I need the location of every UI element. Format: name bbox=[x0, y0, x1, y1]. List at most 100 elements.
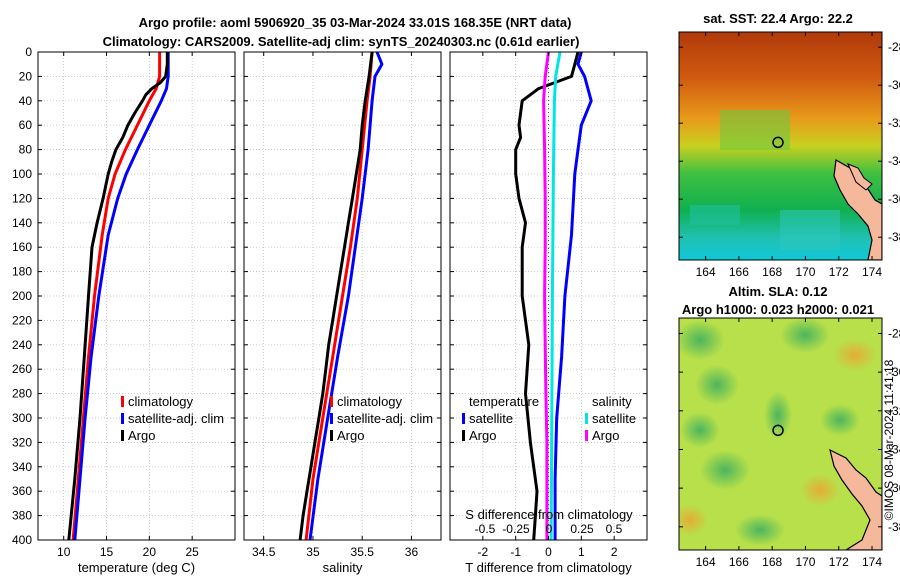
sla-eddy bbox=[800, 474, 840, 506]
y-tick-label: 240 bbox=[12, 338, 32, 352]
series-line-0 bbox=[553, 51, 593, 540]
sal-legend-swatch bbox=[330, 430, 333, 441]
y-tick-label: 280 bbox=[12, 387, 32, 401]
temperature-panel: 0 20 40 60 80 100 120 140 160 180 200 220 240 260 280 3… bbox=[12, 45, 236, 575]
top-axis-label: S difference from climatology bbox=[465, 507, 633, 522]
y-tick-label: 140 bbox=[12, 216, 32, 230]
sla-eddy bbox=[680, 412, 720, 448]
diff-legend-left-label: Argo bbox=[469, 428, 496, 443]
x-tick-label: 35.5 bbox=[351, 545, 375, 559]
sal-legend-label: satellite-adj. clim bbox=[337, 411, 433, 426]
map-y-tick-label: -36 bbox=[888, 192, 900, 206]
sst-coastline bbox=[847, 163, 873, 191]
diff-legend-right-label: Argo bbox=[592, 428, 619, 443]
difference-panel: -2 -1 0 1 2T difference from climatology temp… bbox=[449, 51, 648, 575]
y-tick-label: 20 bbox=[19, 69, 33, 83]
series-line-2 bbox=[298, 51, 374, 541]
salinity-panel: 34.5 35 35.5 36 salinity climatology satellite… bbox=[243, 51, 442, 575]
diff-legend-left-swatch bbox=[462, 396, 465, 407]
y-tick-label: 180 bbox=[12, 265, 32, 279]
figure-title-line1: Argo profile: aoml 5906920_35 03-Mar-202… bbox=[139, 15, 572, 30]
map-x-tick-label: 174 bbox=[862, 555, 882, 569]
x-tick-label: -1 bbox=[510, 545, 521, 559]
x-tick-label: 0 bbox=[545, 545, 552, 559]
sst-patch bbox=[780, 210, 840, 250]
map-y-tick-label: -30 bbox=[888, 365, 900, 379]
sst-patch bbox=[690, 205, 740, 225]
x-tick-label: 10 bbox=[57, 545, 71, 559]
sal-legend-swatch bbox=[330, 413, 333, 424]
y-tick-label: 400 bbox=[12, 533, 32, 547]
sla-eddy bbox=[764, 391, 792, 439]
y-tick-label: 0 bbox=[25, 45, 32, 59]
diff-legend-right-swatch bbox=[585, 430, 588, 441]
x-tick-label: 1 bbox=[578, 545, 585, 559]
x-tick-label: 2 bbox=[611, 545, 618, 559]
series-line-1 bbox=[73, 52, 170, 541]
sla-map-title: Altim. SLA: 0.12 bbox=[729, 284, 828, 299]
x-axis-label: temperature (deg C) bbox=[78, 560, 195, 575]
y-tick-label: 360 bbox=[12, 484, 32, 498]
x-axis-label: T difference from climatology bbox=[465, 560, 632, 575]
sla-map-panel: Altim. SLA: 0.12 Argo h1000: 0.023 h2000… bbox=[678, 284, 900, 569]
map-y-tick-label: -38 bbox=[888, 230, 900, 244]
series-line-1 bbox=[308, 51, 384, 541]
x-tick-label: -2 bbox=[477, 545, 488, 559]
sal-legend-label: Argo bbox=[337, 428, 364, 443]
y-tick-label: 300 bbox=[12, 411, 32, 425]
argo-position-marker bbox=[772, 136, 784, 149]
x-tick-label: 15 bbox=[100, 545, 114, 559]
y-tick-label: 200 bbox=[12, 289, 32, 303]
sla-eddy bbox=[780, 318, 830, 353]
x-tick-label: 20 bbox=[143, 545, 157, 559]
sla-eddy bbox=[679, 320, 725, 360]
map-y-tick-label: -30 bbox=[888, 78, 900, 92]
sla-map-frame bbox=[678, 317, 883, 551]
y-tick-label: 100 bbox=[12, 167, 32, 181]
top-tick-label: 0 bbox=[546, 522, 553, 536]
sla-coastline bbox=[829, 448, 882, 550]
top-tick-label: 0.25 bbox=[570, 522, 594, 536]
sla-map-axes: 164 166 168 170 172 174 -28 -30 -32 -34 -36 -38 bbox=[679, 318, 900, 569]
map-x-tick-label: 172 bbox=[829, 555, 849, 569]
map-x-tick-label: 168 bbox=[762, 555, 782, 569]
x-tick-label: 25 bbox=[185, 545, 199, 559]
x-tick-label: 35 bbox=[306, 545, 320, 559]
map-x-tick-label: 166 bbox=[729, 265, 749, 279]
temp-legend-swatch bbox=[121, 396, 124, 407]
sst-patch bbox=[720, 110, 790, 150]
diff-legend-right-swatch bbox=[585, 396, 588, 407]
y-tick-label: 120 bbox=[12, 191, 32, 205]
y-tick-label: 260 bbox=[12, 362, 32, 376]
y-tick-label: 340 bbox=[12, 460, 32, 474]
series-line-0 bbox=[304, 51, 374, 541]
temp-legend-swatch bbox=[121, 430, 124, 441]
diff-legend-left-swatch bbox=[462, 430, 465, 441]
y-tick-label: 220 bbox=[12, 313, 32, 327]
y-tick-label: 40 bbox=[19, 94, 33, 108]
figure-title-line2: Climatology: CARS2009. Satellite-adj cli… bbox=[103, 34, 580, 49]
map-x-tick-label: 170 bbox=[795, 265, 815, 279]
diff-legend-left-label: satellite bbox=[469, 411, 513, 426]
y-tick-label: 380 bbox=[12, 509, 32, 523]
map-y-tick-label: -34 bbox=[888, 442, 900, 456]
sal-legend-label: climatology bbox=[337, 394, 403, 409]
sst-map-frame bbox=[678, 31, 883, 261]
x-tick-label: 34.5 bbox=[252, 545, 276, 559]
imos-credit: ©IMOS 08-Mar-2024 11:41:18 bbox=[882, 359, 896, 520]
series-line-0 bbox=[71, 52, 162, 541]
argo-position-marker bbox=[772, 424, 784, 437]
sal-legend-swatch bbox=[330, 396, 333, 407]
top-tick-label: -0.5 bbox=[475, 522, 496, 536]
sla-eddy bbox=[679, 504, 708, 536]
map-y-tick-label: -32 bbox=[888, 116, 900, 130]
sla-eddy bbox=[833, 339, 877, 371]
series-line-2 bbox=[549, 51, 562, 541]
y-tick-label: 80 bbox=[19, 143, 33, 157]
top-tick-label: 0.5 bbox=[606, 522, 623, 536]
x-tick-label: 36 bbox=[405, 545, 419, 559]
sst-map-title: sat. SST: 22.4 Argo: 22.2 bbox=[703, 11, 853, 26]
map-y-tick-label: -28 bbox=[888, 40, 900, 54]
y-tick-label: 160 bbox=[12, 240, 32, 254]
series-line-2 bbox=[67, 52, 169, 541]
